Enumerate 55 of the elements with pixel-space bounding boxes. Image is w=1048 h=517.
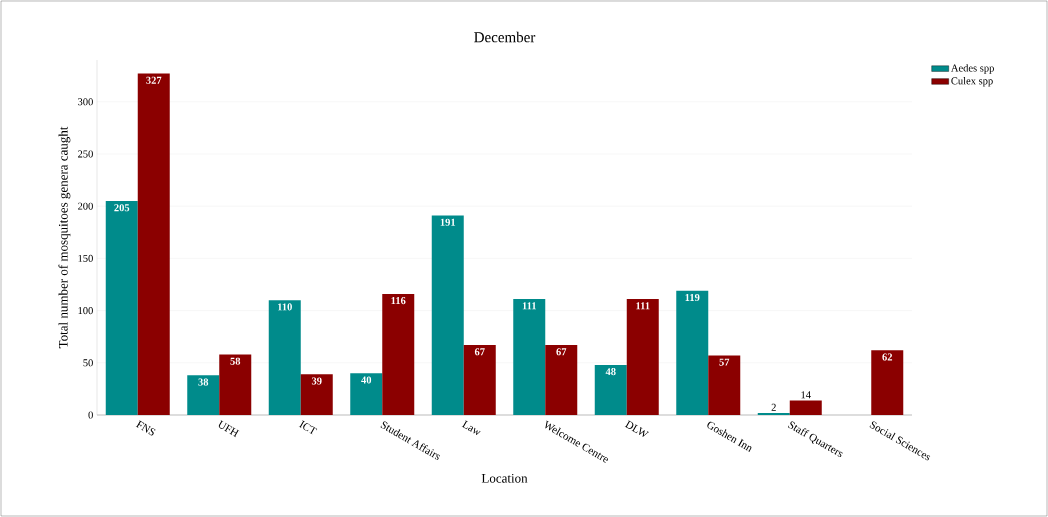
legend-label: Culex spp — [951, 77, 993, 87]
bar — [513, 299, 546, 415]
data-label: 327 — [146, 76, 162, 84]
bar — [626, 299, 659, 415]
data-label: 116 — [391, 297, 406, 305]
bar — [594, 364, 627, 415]
y-tick-label: 200 — [78, 202, 93, 210]
x-tick-label: DLW — [624, 420, 650, 438]
data-label: 67 — [474, 348, 485, 356]
x-tick-label: Law — [461, 420, 481, 435]
x-tick-label: FNS — [135, 420, 156, 436]
y-axis-title: Total number of mosquitoes genera caught — [58, 126, 71, 349]
y-tick-label: 50 — [83, 359, 93, 367]
bar — [382, 293, 415, 415]
bar — [431, 215, 464, 415]
x-tick-label: UFH — [218, 420, 240, 438]
bar — [545, 345, 578, 415]
data-label: 110 — [278, 303, 292, 311]
data-label: 2 — [771, 403, 776, 411]
bar — [187, 375, 220, 415]
x-axis-title: Location — [481, 473, 528, 483]
bar — [871, 350, 904, 415]
data-label: 67 — [556, 348, 567, 356]
bar — [300, 374, 333, 415]
data-label: 205 — [114, 204, 130, 212]
bar — [105, 200, 138, 415]
bar — [219, 354, 252, 415]
bar — [676, 290, 709, 415]
y-tick-label: 150 — [78, 254, 93, 262]
bar — [137, 73, 170, 415]
bar — [350, 373, 383, 415]
data-label: 58 — [230, 357, 241, 365]
y-tick-label: 0 — [88, 411, 93, 419]
y-tick-label: 300 — [78, 98, 93, 106]
data-label: 62 — [882, 353, 893, 361]
data-label: 14 — [801, 391, 811, 399]
legend-label: Aedes spp — [951, 64, 994, 74]
y-tick-label: 100 — [78, 307, 93, 315]
data-label: 57 — [719, 358, 730, 366]
data-label: 40 — [361, 376, 372, 384]
bar — [463, 345, 496, 415]
x-tick-label: ICT — [298, 420, 318, 435]
data-label: 38 — [198, 378, 209, 386]
data-label: 111 — [522, 302, 537, 310]
data-label: 119 — [685, 293, 700, 302]
data-label: 48 — [605, 368, 616, 376]
bar — [268, 300, 301, 415]
bar — [789, 400, 822, 415]
bar — [708, 355, 741, 415]
data-label: 191 — [440, 218, 456, 226]
chart-title: December — [474, 31, 536, 43]
data-label: 39 — [311, 377, 322, 385]
data-label: 111 — [636, 302, 650, 310]
y-tick-label: 250 — [78, 150, 93, 158]
bar — [757, 412, 790, 415]
